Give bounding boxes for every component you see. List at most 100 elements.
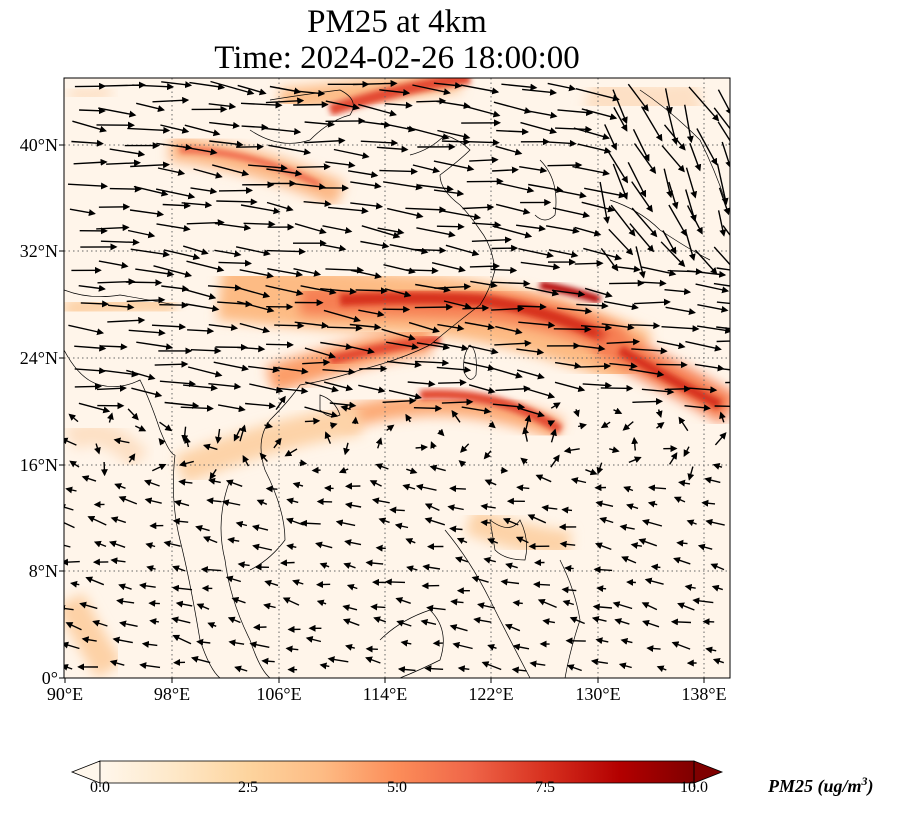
wind-arrow [171,616,191,624]
wind-arrow [405,538,416,545]
wind-arrow [304,137,346,145]
wind-arrow [189,81,226,91]
colorbar-tick-label: 5.0 [387,779,407,796]
wind-arrow [500,578,520,586]
wind-arrow [426,604,446,612]
wind-arrow [193,168,223,179]
wind-arrow [608,228,634,256]
wind-arrow [694,249,718,275]
wind-arrow [296,163,331,171]
wind-arrow [431,262,466,273]
wind-arrow [713,282,730,287]
wind-arrow [673,557,691,565]
wind-arrow [396,619,412,627]
wind-arrow [227,536,240,544]
colorbar [70,760,724,787]
wind-arrow [557,307,593,315]
wind-arrow [633,143,657,174]
wind-arrow [379,167,418,175]
wind-arrow [595,637,609,645]
wind-arrow [294,183,327,191]
wind-arrow [542,618,556,626]
wind-arrow [640,266,677,277]
wind-arrow [235,246,271,257]
wind-arrow [79,601,98,610]
wind-arrow [511,666,527,674]
wind-arrow [266,248,306,256]
wind-arrow [469,156,499,164]
wind-arrow [656,361,688,369]
wind-arrow [146,565,156,572]
wind-arrow [701,499,716,507]
wind-arrow [143,479,160,487]
wind-arrow [577,422,587,430]
colorbar-tick-label: 0.0 [90,779,110,796]
wind-arrow [274,366,309,375]
wind-arrow [215,428,222,444]
wind-arrow [437,428,445,437]
wind-arrow [711,584,724,592]
wind-arrow [349,323,382,331]
wind-arrow [596,462,604,475]
map-frame [63,77,731,679]
wind-arrow [501,83,538,91]
wind-arrow [688,386,718,394]
wind-arrow [420,618,437,626]
wind-arrow [584,187,626,199]
wind-arrow [118,583,132,591]
colorbar-tick-label: 2.5 [238,779,258,796]
wind-arrow [678,479,691,487]
wind-arrow [469,262,500,270]
wind-arrow [267,268,304,278]
wind-arrow [424,665,444,673]
wind-arrow [563,446,580,454]
wind-arrow [640,106,663,142]
wind-arrow [454,556,469,564]
wind-arrow [213,361,249,372]
wind-arrow [477,602,495,610]
wind-arrow [548,249,579,258]
wind-arrow [687,270,727,278]
wind-arrow [561,586,577,594]
wind-arrow [343,562,356,570]
wind-arrow [557,109,594,116]
wind-arrow [294,223,327,235]
wind-arrow [471,236,512,244]
wind-arrow [286,543,297,551]
wind-arrow [580,323,613,331]
wind-arrow [190,187,218,195]
wind-arrow [139,662,161,670]
wind-arrow [704,476,721,484]
wind-arrow [149,618,160,625]
wind-arrow [613,107,628,132]
wind-arrow [350,269,382,280]
wind-arrow [74,344,107,352]
wind-arrow [274,322,305,330]
wind-arrow [207,284,242,292]
wind-arrow [355,287,388,295]
wind-arrow [518,248,554,259]
wind-arrow [457,665,470,673]
wind-arrow [162,202,191,210]
wind-arrow [713,246,730,266]
wind-arrow [182,146,218,156]
wind-arrow [606,338,640,346]
wind-arrow [492,225,533,239]
wind-arrow [629,322,661,330]
wind-arrow [449,624,468,632]
wind-arrow [411,246,447,254]
wind-arrow [386,424,395,432]
wind-arrow [116,597,135,605]
wind-arrow [389,506,405,514]
wind-arrow [433,160,475,172]
map-title-line2: Time: 2024-02-26 18:00:00 [214,40,580,76]
wind-arrow [689,142,702,172]
wind-arrow [669,452,678,465]
wind-arrow [261,657,275,665]
wind-arrow [716,267,730,271]
wind-arrow [209,469,217,480]
wind-arrow [145,542,156,550]
wind-arrow [552,207,591,219]
wind-arrow [207,622,217,629]
wind-arrow [316,599,327,607]
